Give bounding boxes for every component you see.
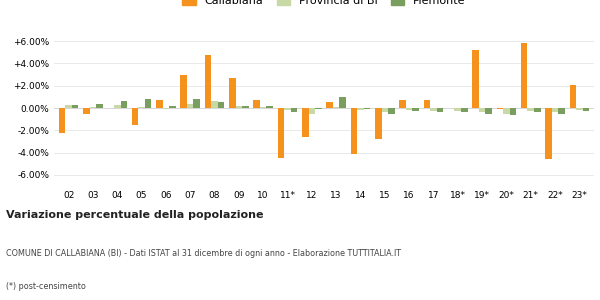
Bar — [169, 106, 176, 108]
Bar — [454, 108, 461, 111]
Bar — [253, 100, 260, 108]
Bar — [412, 108, 419, 111]
Bar — [59, 108, 65, 133]
Bar — [382, 108, 388, 112]
Text: (*) post-censimento: (*) post-censimento — [6, 282, 86, 291]
Bar — [472, 50, 479, 108]
Text: Variazione percentuale della popolazione: Variazione percentuale della popolazione — [6, 210, 263, 220]
Bar — [340, 97, 346, 108]
Bar — [114, 105, 121, 108]
Bar — [497, 108, 503, 109]
Bar — [266, 106, 273, 108]
Bar — [485, 108, 492, 114]
Bar — [260, 107, 266, 108]
Bar — [138, 107, 145, 108]
Bar — [399, 100, 406, 108]
Bar — [291, 108, 298, 112]
Bar — [545, 108, 552, 159]
Bar — [205, 55, 211, 108]
Bar — [333, 107, 340, 108]
Bar — [89, 107, 96, 108]
Bar — [121, 101, 127, 108]
Bar — [315, 108, 322, 109]
Bar — [242, 106, 249, 108]
Bar — [375, 108, 382, 139]
Bar — [211, 101, 218, 108]
Bar — [357, 108, 364, 110]
Bar — [437, 108, 443, 112]
Bar — [181, 75, 187, 108]
Bar — [83, 108, 89, 114]
Bar — [284, 108, 291, 110]
Bar — [430, 108, 437, 111]
Bar — [65, 105, 72, 108]
Bar — [326, 102, 333, 108]
Bar — [364, 108, 370, 109]
Bar — [278, 108, 284, 158]
Bar — [187, 103, 193, 108]
Bar — [132, 108, 138, 125]
Bar — [350, 108, 357, 154]
Bar — [193, 99, 200, 108]
Bar — [236, 106, 242, 108]
Bar — [308, 108, 315, 114]
Bar — [163, 108, 169, 109]
Bar — [424, 100, 430, 108]
Bar — [72, 105, 79, 108]
Text: COMUNE DI CALLABIANA (BI) - Dati ISTAT al 31 dicembre di ogni anno - Elaborazion: COMUNE DI CALLABIANA (BI) - Dati ISTAT a… — [6, 249, 401, 258]
Bar — [503, 108, 510, 114]
Bar — [559, 108, 565, 114]
Bar — [552, 108, 559, 112]
Bar — [145, 99, 151, 108]
Bar — [569, 85, 576, 108]
Bar — [302, 108, 308, 137]
Bar — [96, 103, 103, 108]
Bar — [479, 108, 485, 112]
Bar — [388, 108, 395, 114]
Bar — [218, 102, 224, 108]
Bar — [156, 100, 163, 108]
Bar — [534, 108, 541, 112]
Bar — [406, 108, 412, 110]
Bar — [521, 44, 527, 108]
Bar — [583, 108, 589, 111]
Bar — [229, 78, 236, 108]
Bar — [510, 108, 516, 115]
Bar — [527, 108, 534, 111]
Legend: Callabiana, Provincia di BI, Piemonte: Callabiana, Provincia di BI, Piemonte — [179, 0, 469, 9]
Bar — [461, 108, 467, 112]
Bar — [576, 108, 583, 110]
